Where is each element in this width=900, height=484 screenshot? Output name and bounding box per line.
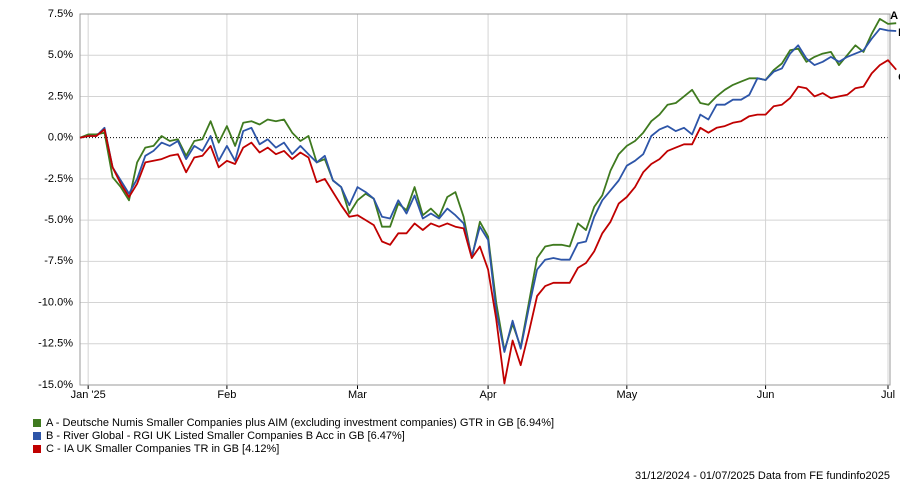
y-tick-label: 2.5% [48, 90, 73, 102]
x-tick-label: Feb [217, 389, 236, 401]
y-tick-label: -10.0% [38, 296, 73, 308]
y-tick-label: -12.5% [38, 338, 73, 350]
x-tick-label: May [616, 389, 637, 401]
x-tick-label: Jul [881, 389, 895, 401]
legend-swatch [33, 419, 41, 427]
x-tick-label: Mar [348, 389, 367, 401]
series-end-label: C [898, 72, 900, 84]
legend-label: C - IA UK Smaller Companies TR in GB [4.… [46, 443, 279, 455]
x-tick-label: Apr [480, 389, 497, 401]
y-tick-label: -2.5% [44, 173, 73, 185]
x-tick-label: Jan '25 [71, 389, 106, 401]
y-tick-label: -5.0% [44, 214, 73, 226]
legend-swatch [33, 432, 41, 440]
y-tick-label: 7.5% [48, 8, 73, 20]
y-tick-label: 5.0% [48, 49, 73, 61]
plot-frame [79, 13, 891, 386]
legend-swatch [33, 445, 41, 453]
series-line [79, 27, 897, 353]
y-tick-label: 0.0% [48, 132, 73, 144]
series-line [79, 59, 897, 385]
x-tick-label: Jun [757, 389, 775, 401]
legend-label: A - Deutsche Numis Smaller Companies plu… [46, 417, 554, 429]
footer: 31/12/2024 - 01/07/2025 Data from FE fun… [635, 470, 890, 482]
series-end-label: B [898, 27, 900, 39]
series-end-label: A [890, 10, 898, 22]
y-tick-label: -7.5% [44, 255, 73, 267]
y-tick-label: -15.0% [38, 379, 73, 391]
legend-label: B - River Global - RGI UK Listed Smaller… [46, 430, 405, 442]
